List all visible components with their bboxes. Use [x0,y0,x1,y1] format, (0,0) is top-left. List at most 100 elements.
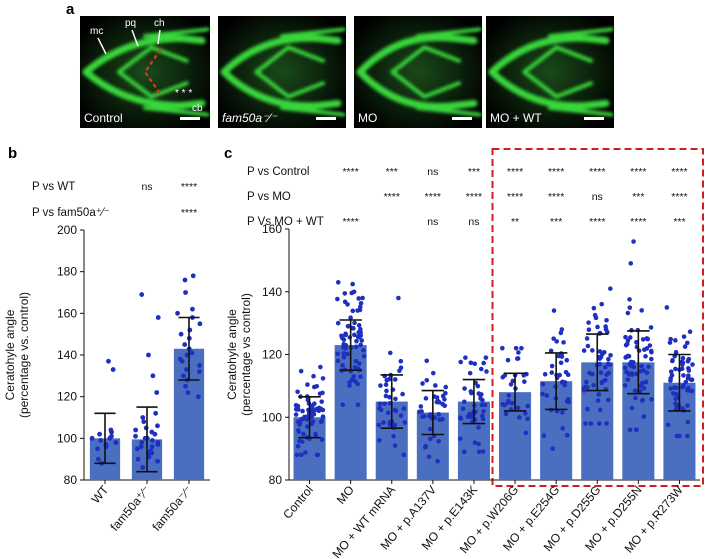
data-point [342,299,348,305]
data-point [398,358,404,364]
image-caption: Control [84,111,123,125]
data-point [483,355,489,360]
panel-a-label: a [66,1,75,18]
data-point [424,377,430,383]
significance-row-label: P vs MO [247,191,291,203]
data-point [664,305,670,310]
data-point [685,403,690,408]
significance-mark: **** [384,191,400,203]
data-point [341,345,346,350]
branchial-arch [280,105,346,117]
data-point [303,450,308,455]
annotation-label: pq [125,18,136,29]
significance-mark: ** [511,216,519,228]
data-point [361,353,367,359]
data-point [673,338,678,343]
significance-mark: **** [589,166,605,178]
x-tick-label: fam50a⁺⁄⁻ [107,483,153,534]
data-point [356,329,362,335]
data-point [676,402,681,408]
data-point [584,384,590,390]
data-point [478,366,484,372]
data-point [335,296,340,302]
cartilage-shape [488,27,614,117]
data-point [591,305,597,311]
data-point [401,406,407,411]
data-point [357,304,363,310]
arrow-icon [97,37,107,55]
data-point [581,348,587,353]
microscopy-image: MO + WT [486,16,614,128]
data-point [352,332,357,338]
data-point [97,431,102,437]
data-point [184,367,189,372]
data-point [624,341,630,347]
significance-mark: ns [427,166,438,178]
data-point [644,370,650,375]
data-point [641,368,646,373]
data-point [560,426,566,431]
data-point [183,290,188,295]
significance-row-label: P vs WT [32,181,75,193]
data-point [187,327,193,333]
data-point [541,433,547,438]
data-point [625,310,631,316]
data-point [604,317,609,323]
data-point [149,444,155,450]
data-point [476,449,482,455]
data-point [685,433,690,439]
significance-row-label: P vs Control [247,166,309,178]
scale-bar [452,117,472,120]
chart-c: 80 100 120 140 160 Ceratohyle angle (percentag… [225,148,704,559]
angle-annotation [143,48,162,96]
data-point [189,350,195,356]
data-point [340,335,345,341]
data-point [598,370,604,375]
image-caption: fam50a⁻⁄⁻ [222,111,278,125]
data-point [319,437,325,442]
data-point [565,396,571,402]
data-point [360,295,365,301]
data-point [599,380,605,386]
ceratohyal-lower [522,70,593,99]
data-point [681,334,687,339]
y-tick-label: 80 [64,473,78,487]
data-point [502,402,507,408]
y-tick-label: 160 [262,222,282,236]
data-point [639,363,645,369]
data-point [150,373,156,379]
data-point [134,446,140,452]
data-point [346,323,351,329]
data-point [146,352,151,358]
data-point [139,440,145,445]
panel-c-label: c [224,145,232,162]
data-point [141,419,147,425]
y-tick-label: 120 [57,390,77,404]
data-point [627,371,633,376]
data-point [181,373,186,379]
data-point [544,393,550,398]
data-point [402,420,408,425]
significance-mark: **** [630,216,646,228]
x-tick-label: fam50a⁻⁄⁻ [149,483,195,534]
data-point [627,305,633,310]
data-point [682,344,688,349]
significance-mark: **** [507,166,523,178]
cartilage-shape [82,27,210,117]
data-point [353,358,359,364]
data-point [641,414,647,419]
data-point [197,369,202,375]
branchial-arch [416,27,482,39]
data-point [681,373,686,378]
data-point [602,364,608,370]
data-point [634,371,639,377]
data-point [597,349,603,354]
data-point [301,431,306,437]
cartilage-arch-lower [356,68,478,110]
data-point [335,320,341,326]
data-point [627,335,633,340]
branchial-arch [143,27,210,39]
data-point [640,397,645,403]
arrow-icon [157,29,161,45]
data-point [305,382,310,387]
